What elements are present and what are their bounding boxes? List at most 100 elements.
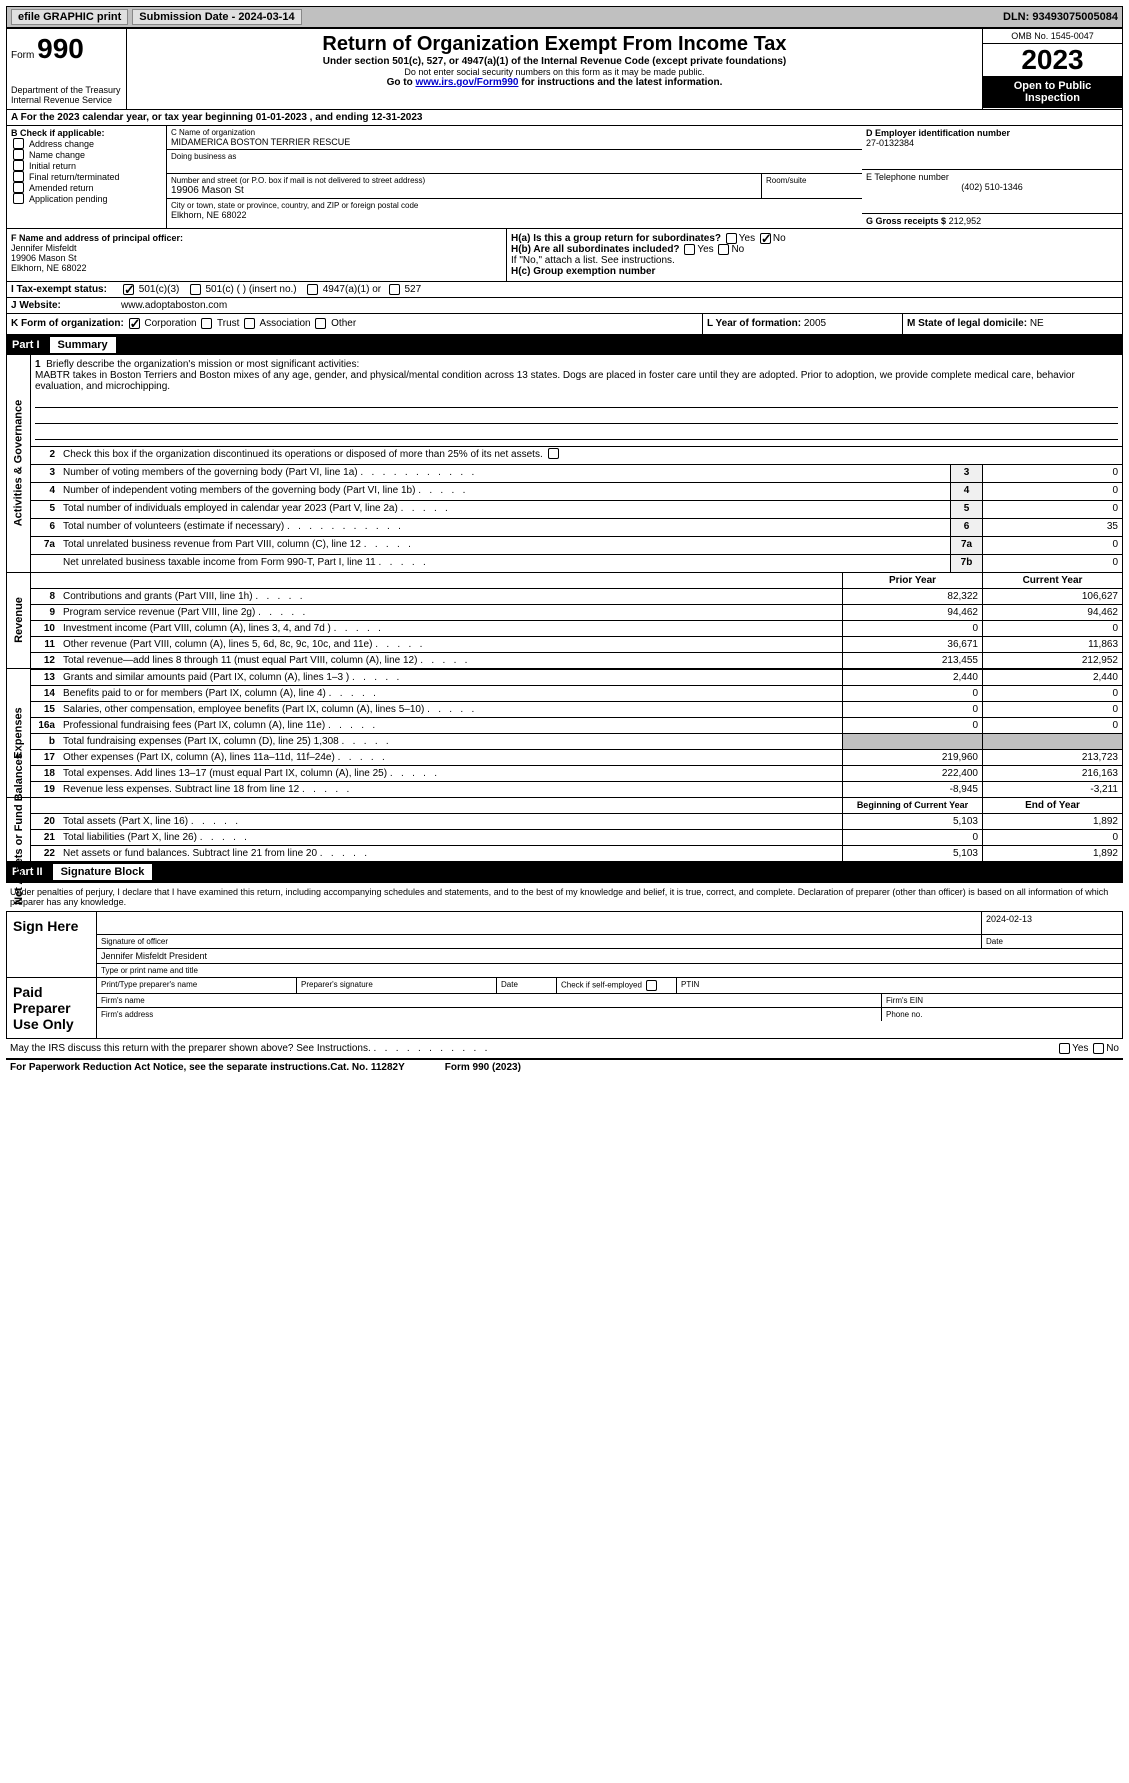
opt-501c3: 501(c)(3) <box>139 284 180 295</box>
opt-assoc: Association <box>259 319 310 330</box>
opt-name-change: Name change <box>29 150 85 160</box>
opt-initial-return: Initial return <box>29 161 76 171</box>
prior-val: 0 <box>842 830 982 845</box>
firm-ein-label: Firm's EIN <box>882 994 1122 1007</box>
chk-trust[interactable] <box>201 318 212 329</box>
officer-name-title: Jennifer Misfeldt President <box>97 949 1122 963</box>
chk-app-pending[interactable] <box>13 193 24 204</box>
prior-val: 213,455 <box>842 653 982 668</box>
ha-yes: Yes <box>739 233 755 244</box>
ptin-label: PTIN <box>677 978 1122 993</box>
dept-treasury: Department of the Treasury <box>11 85 122 95</box>
line-text: Total liabilities (Part X, line 26) <box>59 830 842 845</box>
dept-irs: Internal Revenue Service <box>11 95 122 105</box>
chk-address-change[interactable] <box>13 138 24 149</box>
chk-527[interactable] <box>389 284 400 295</box>
chk-self-employed[interactable] <box>646 980 657 991</box>
hb-note: If "No," attach a list. See instructions… <box>511 255 1118 266</box>
line-text: Net assets or fund balances. Subtract li… <box>59 846 842 861</box>
form-label: Form <box>11 50 34 61</box>
prior-val: 0 <box>842 718 982 733</box>
prior-val: 2,440 <box>842 670 982 685</box>
prior-val: 5,103 <box>842 814 982 829</box>
tax-exempt-label: I Tax-exempt status: <box>7 282 117 297</box>
chk-discuss-yes[interactable] <box>1059 1043 1070 1054</box>
current-val: 0 <box>982 702 1122 717</box>
website-value: www.adoptaboston.com <box>117 298 1122 313</box>
current-val: 94,462 <box>982 605 1122 620</box>
current-val: 216,163 <box>982 766 1122 781</box>
omb-number: OMB No. 1545-0047 <box>983 29 1122 44</box>
line5-val: 0 <box>982 501 1122 518</box>
line-text: Investment income (Part VIII, column (A)… <box>59 621 842 636</box>
side-activities-governance: Activities & Governance <box>7 355 31 572</box>
phone-label: E Telephone number <box>866 172 1118 182</box>
line-text: Other expenses (Part IX, column (A), lin… <box>59 750 842 765</box>
chk-501c3[interactable] <box>123 284 134 295</box>
org-name-label: C Name of organization <box>171 128 858 137</box>
mission-label: Briefly describe the organization's miss… <box>46 359 359 370</box>
chk-name-change[interactable] <box>13 149 24 160</box>
website-label: J Website: <box>7 298 117 313</box>
form-number: 990 <box>37 33 84 64</box>
hc-label: H(c) Group exemption number <box>511 266 1118 277</box>
sig-officer-label: Signature of officer <box>97 935 982 948</box>
org-name: MIDAMERICA BOSTON TERRIER RESCUE <box>171 137 858 147</box>
chk-final-return[interactable] <box>13 171 24 182</box>
officer-addr1: 19906 Mason St <box>11 253 502 263</box>
line-text: Revenue less expenses. Subtract line 18 … <box>59 782 842 797</box>
chk-discuss-no[interactable] <box>1093 1043 1104 1054</box>
chk-initial-return[interactable] <box>13 160 24 171</box>
efile-print-btn[interactable]: efile GRAPHIC print <box>11 9 128 25</box>
prior-val <box>842 734 982 749</box>
line2-text: Check this box if the organization disco… <box>63 449 543 460</box>
line7a-text: Total unrelated business revenue from Pa… <box>59 537 950 554</box>
line-text: Total fundraising expenses (Part IX, col… <box>59 734 842 749</box>
opt-corp: Corporation <box>144 319 196 330</box>
opt-other: Other <box>331 319 356 330</box>
chk-corp[interactable] <box>129 318 140 329</box>
chk-ha-yes[interactable] <box>726 233 737 244</box>
line7b-text: Net unrelated business taxable income fr… <box>59 555 950 572</box>
prior-val: 5,103 <box>842 846 982 861</box>
side-net-assets: Net Assets or Fund Balances <box>7 798 31 861</box>
chk-4947[interactable] <box>307 284 318 295</box>
submission-date: Submission Date - 2024-03-14 <box>132 9 301 25</box>
city-label: City or town, state or province, country… <box>171 201 858 210</box>
chk-501c[interactable] <box>190 284 201 295</box>
irs-link[interactable]: www.irs.gov/Form990 <box>415 77 518 88</box>
chk-hb-yes[interactable] <box>684 244 695 255</box>
prior-val: 36,671 <box>842 637 982 652</box>
section-b: B Check if applicable: Address change Na… <box>7 126 167 228</box>
check-self-label: Check if self-employed <box>557 978 677 993</box>
chk-assoc[interactable] <box>244 318 255 329</box>
gross-receipts-label: G Gross receipts $ <box>866 216 946 226</box>
opt-address-change: Address change <box>29 139 94 149</box>
open-public-badge: Open to Public Inspection <box>983 76 1122 108</box>
hb-yes: Yes <box>697 244 713 255</box>
form-org-label: K Form of organization: <box>11 319 124 330</box>
print-name-label: Print/Type preparer's name <box>97 978 297 993</box>
part1-title: Summary <box>50 337 116 353</box>
beg-year-header: Beginning of Current Year <box>842 798 982 813</box>
prior-val: 0 <box>842 621 982 636</box>
chk-other[interactable] <box>315 318 326 329</box>
opt-4947: 4947(a)(1) or <box>323 284 381 295</box>
chk-ha-no[interactable] <box>760 233 771 244</box>
prior-val: 222,400 <box>842 766 982 781</box>
domicile: NE <box>1030 318 1044 329</box>
prior-val: -8,945 <box>842 782 982 797</box>
ha-label: H(a) Is this a group return for subordin… <box>511 233 721 244</box>
line-text: Total assets (Part X, line 16) <box>59 814 842 829</box>
discuss-no: No <box>1106 1043 1119 1054</box>
officer-label: F Name and address of principal officer: <box>11 233 502 243</box>
chk-line2[interactable] <box>548 448 559 459</box>
part1-num: Part I <box>12 339 50 351</box>
pra-notice: For Paperwork Reduction Act Notice, see … <box>10 1062 330 1073</box>
chk-hb-no[interactable] <box>718 244 729 255</box>
prior-val: 82,322 <box>842 589 982 604</box>
sig-date: 2024-02-13 <box>986 914 1032 924</box>
chk-amended[interactable] <box>13 182 24 193</box>
prior-val: 0 <box>842 702 982 717</box>
top-bar: efile GRAPHIC print Submission Date - 20… <box>6 6 1123 28</box>
